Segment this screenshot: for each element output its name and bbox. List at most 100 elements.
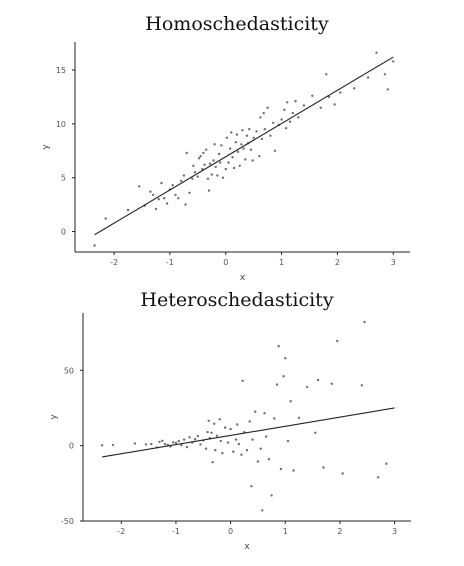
data-point: [221, 176, 225, 179]
data-point: [314, 431, 317, 434]
data-point: [282, 375, 285, 378]
data-point: [273, 417, 276, 420]
data-point: [196, 434, 199, 438]
data-point: [341, 472, 344, 475]
data-point: [220, 144, 223, 147]
data-point: [154, 207, 158, 211]
data-point: [273, 149, 277, 152]
data-point: [179, 179, 183, 183]
data-point: [104, 217, 107, 220]
data-point: [251, 159, 254, 162]
data-point: [160, 181, 163, 185]
data-point: [207, 419, 210, 422]
data-point: [219, 439, 222, 443]
data-point: [231, 156, 234, 159]
data-point: [353, 87, 356, 90]
data-point: [325, 73, 328, 76]
data-point: [236, 423, 239, 426]
data-point: [152, 193, 155, 197]
data-point: [259, 447, 262, 450]
data-point: [174, 441, 178, 445]
data-point: [280, 118, 283, 121]
data-point: [255, 130, 258, 133]
y-tick-label: 10: [56, 120, 66, 129]
data-point: [297, 116, 300, 119]
y-tick-label: 0: [69, 442, 74, 451]
data-point: [291, 111, 294, 115]
data-point: [193, 171, 197, 174]
data-point: [206, 177, 210, 180]
data-point: [185, 151, 188, 155]
data-point: [191, 177, 194, 180]
data-point: [327, 95, 331, 99]
data-point: [214, 165, 217, 169]
data-point: [188, 436, 191, 439]
data-point: [196, 175, 199, 178]
data-point: [185, 445, 189, 449]
data-point: [204, 447, 208, 450]
data-point: [237, 442, 240, 446]
data-point: [207, 189, 211, 192]
data-point: [386, 88, 389, 91]
data-point: [138, 185, 141, 188]
data-point: [100, 444, 104, 447]
data-point: [240, 143, 243, 146]
data-point: [277, 345, 280, 348]
data-point: [242, 147, 245, 150]
x-tick-label: 0: [223, 258, 228, 267]
data-point: [144, 443, 148, 446]
data-point: [238, 164, 241, 167]
data-point: [260, 137, 264, 141]
data-point: [294, 100, 297, 103]
data-point: [163, 197, 166, 200]
heteroschedasticity-panel: Heteroschedasticity -2 -1 0 1 2 3 -50 0 50 x y: [49, 289, 411, 552]
x-tick-label: -2: [117, 527, 125, 536]
data-point: [227, 161, 230, 164]
chart-title: Heteroschedasticity: [140, 289, 333, 311]
data-point: [182, 438, 186, 441]
data-point: [263, 128, 266, 131]
scatter-points: [93, 51, 395, 247]
data-point: [202, 151, 205, 155]
data-point: [234, 141, 237, 144]
y-tick-label: 5: [61, 174, 66, 183]
x-tick-label: 3: [391, 258, 396, 267]
data-point: [213, 143, 216, 146]
data-point: [360, 384, 363, 387]
data-point: [244, 158, 247, 161]
y-axis-label: y: [49, 414, 59, 420]
data-point: [258, 155, 261, 158]
data-point: [177, 439, 180, 443]
data-point: [126, 208, 130, 212]
data-point: [305, 385, 309, 389]
data-point: [269, 134, 272, 137]
data-point: [210, 431, 213, 434]
data-point: [224, 167, 227, 171]
data-point: [279, 467, 283, 471]
y-tick-label: 50: [64, 366, 74, 375]
y-ticks: -50 0 50: [61, 366, 83, 526]
data-point: [286, 101, 289, 104]
data-point: [288, 120, 292, 123]
data-point: [236, 150, 240, 153]
data-point: [284, 357, 287, 360]
chart-title: Homoschedasticity: [145, 13, 329, 35]
data-point: [289, 400, 292, 403]
regression-line: [94, 56, 394, 236]
scatter-points: [100, 320, 388, 512]
x-tick-label: 0: [228, 527, 233, 536]
data-point: [182, 174, 186, 177]
data-point: [165, 202, 169, 205]
data-point: [232, 450, 235, 453]
data-point: [232, 166, 236, 170]
data-point: [199, 155, 202, 158]
data-point: [377, 476, 380, 479]
data-point: [199, 443, 202, 446]
data-point: [284, 127, 288, 130]
data-point: [263, 412, 266, 415]
data-point: [311, 94, 314, 98]
data-point: [210, 173, 213, 176]
data-point: [215, 434, 219, 437]
data-point: [297, 416, 301, 419]
